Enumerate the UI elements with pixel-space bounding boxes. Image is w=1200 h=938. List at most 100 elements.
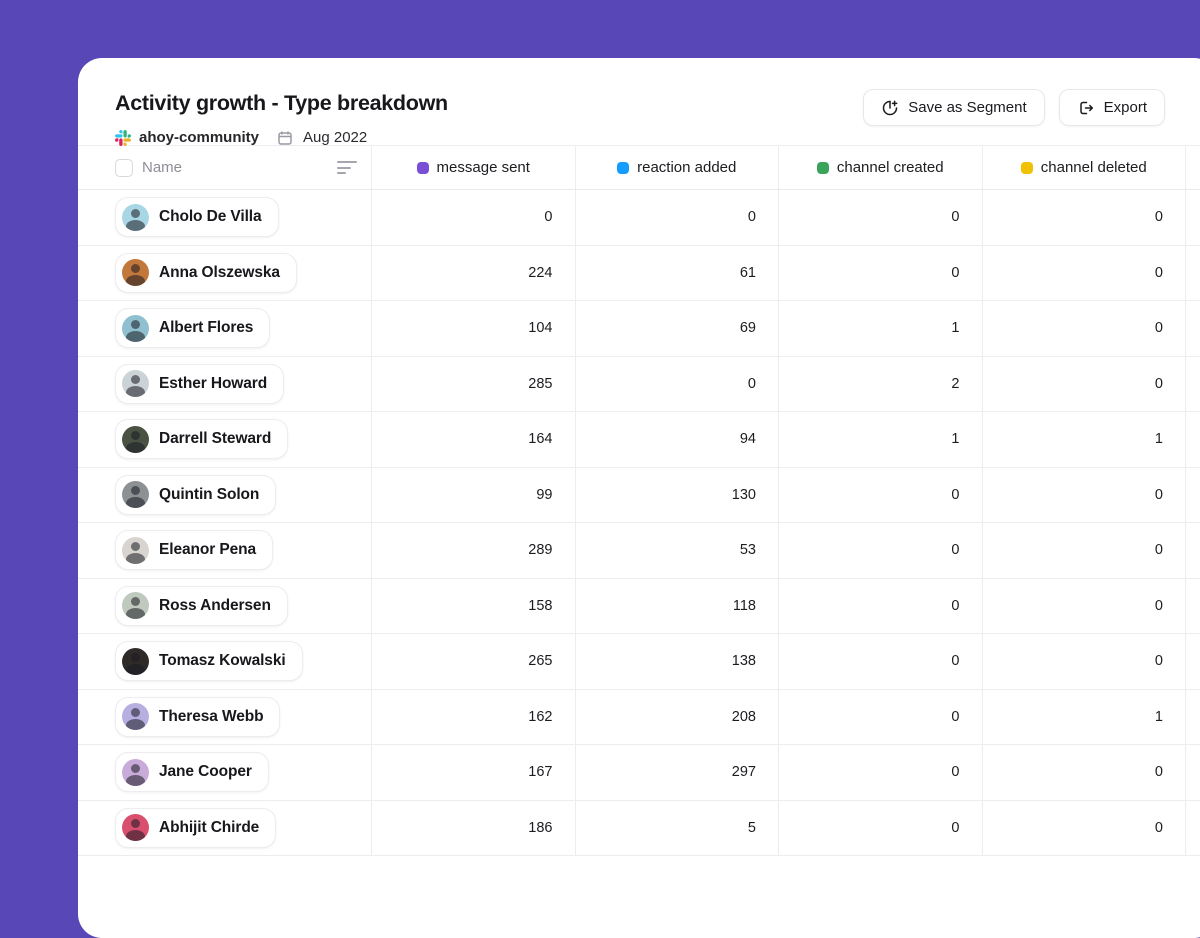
- overflow-cell: [1186, 690, 1200, 745]
- metric-value: 164: [528, 431, 553, 448]
- name-cell: Cholo De Villa: [78, 190, 372, 245]
- reaction-added-legend-dot: [617, 161, 630, 174]
- person-chip[interactable]: Darrell Steward: [115, 419, 289, 460]
- save-as-segment-button[interactable]: Save as Segment: [863, 89, 1045, 126]
- person-name: Abhijit Chirde: [159, 818, 260, 836]
- avatar: [122, 203, 149, 231]
- select-all-checkbox[interactable]: [115, 158, 133, 177]
- person-chip[interactable]: Theresa Webb: [115, 696, 281, 737]
- person-name: Eleanor Pena: [159, 541, 257, 559]
- avatar: [122, 814, 149, 842]
- sort-descending-icon[interactable]: [337, 157, 357, 178]
- header-actions: Save as Segment Export: [863, 89, 1165, 126]
- channel-deleted-cell: 0: [983, 190, 1186, 245]
- metric-value: 99: [536, 486, 553, 503]
- overflow-cell: [1186, 412, 1200, 467]
- message-sent-cell: 186: [372, 800, 576, 855]
- person-chip[interactable]: Cholo De Villa: [115, 197, 279, 238]
- person-name: Quintin Solon: [159, 485, 260, 503]
- metric-value: 0: [1154, 542, 1163, 559]
- metric-value: 0: [951, 764, 960, 781]
- metric-value: 1: [1154, 708, 1163, 725]
- overflow-cell: [1186, 745, 1200, 800]
- avatar: [122, 425, 149, 453]
- metric-value: 1: [951, 320, 960, 337]
- message-sent-cell: 285: [372, 356, 576, 411]
- person-chip[interactable]: Anna Olszewska: [115, 252, 297, 293]
- table-row: Darrell Steward 164 94 1 1: [78, 412, 1200, 468]
- name-cell: Theresa Webb: [78, 689, 372, 744]
- person-chip[interactable]: Abhijit Chirde: [115, 807, 277, 848]
- person-chip[interactable]: Albert Flores: [115, 308, 271, 349]
- table-row: Anna Olszewska 224 61 0 0: [78, 245, 1200, 301]
- metric-value: 0: [747, 209, 756, 226]
- metric-value: 224: [528, 264, 553, 281]
- name-cell: Abhijit Chirde: [78, 800, 372, 855]
- page-background: { "page": { "background_color": "#5847B6…: [78, 58, 1200, 938]
- message-sent-legend-dot: [416, 161, 429, 174]
- metric-value: 297: [731, 764, 756, 781]
- channel-deleted-cell: 0: [983, 800, 1186, 855]
- metric-value: 0: [747, 375, 756, 392]
- message-sent-cell: 289: [372, 523, 576, 578]
- channel-created-legend-dot: [816, 161, 829, 174]
- metric-value: 0: [1154, 320, 1163, 337]
- table-header: Name message sent reaction added channel…: [78, 145, 1200, 190]
- metric-value: 285: [528, 375, 553, 392]
- name-cell: Quintin Solon: [78, 467, 372, 522]
- table-row: Albert Flores 104 69 1 0: [78, 301, 1200, 357]
- dashboard-card: Activity growth - Type breakdown ahoy-co…: [78, 58, 1200, 938]
- name-column-label: Name: [142, 159, 183, 176]
- export-button[interactable]: Export: [1058, 89, 1165, 126]
- name-cell: Eleanor Pena: [78, 523, 372, 578]
- metric-value: 53: [739, 542, 756, 559]
- channel-created-cell: 0: [779, 190, 983, 245]
- person-chip[interactable]: Jane Cooper: [115, 752, 269, 793]
- person-name: Albert Flores: [159, 319, 254, 337]
- column-header-channel-created[interactable]: channel created: [779, 146, 983, 189]
- title-block: Activity growth - Type breakdown ahoy-co…: [115, 91, 448, 146]
- name-cell: Esther Howard: [78, 356, 372, 411]
- name-cell: Darrell Steward: [78, 412, 372, 467]
- message-sent-cell: 167: [372, 745, 576, 800]
- channel-created-cell: 0: [779, 467, 983, 522]
- person-name: Ross Andersen: [159, 596, 271, 614]
- person-name: Tomasz Kowalski: [159, 652, 286, 670]
- column-header-message-sent[interactable]: message sent: [372, 146, 576, 189]
- page-title: Activity growth - Type breakdown: [115, 91, 448, 115]
- table-row: Eleanor Pena 289 53 0 0: [78, 523, 1200, 579]
- metric-value: 186: [528, 819, 553, 836]
- reaction-added-cell: 138: [576, 634, 779, 689]
- person-chip[interactable]: Quintin Solon: [115, 474, 277, 515]
- metric-value: 118: [732, 597, 756, 614]
- metric-value: 265: [528, 653, 553, 670]
- overflow-cell: [1186, 579, 1200, 634]
- period-label: Aug 2022: [303, 129, 368, 146]
- person-chip[interactable]: Esther Howard: [115, 363, 285, 404]
- reaction-added-cell: 130: [576, 467, 779, 522]
- column-header-channel-deleted[interactable]: channel deleted: [983, 146, 1186, 189]
- column-header-reaction-added[interactable]: reaction added: [576, 146, 779, 189]
- message-sent-cell: 0: [372, 190, 576, 245]
- workspace-name: ahoy-community: [139, 129, 260, 146]
- person-chip[interactable]: Ross Andersen: [115, 585, 288, 626]
- name-cell: Anna Olszewska: [78, 245, 372, 300]
- metric-value: 0: [951, 542, 960, 559]
- channel-deleted-cell: 1: [983, 689, 1186, 744]
- channel-deleted-cell: 0: [983, 467, 1186, 522]
- channel-deleted-cell: 0: [983, 523, 1186, 578]
- column-header-overflow: [1186, 146, 1200, 189]
- person-name: Darrell Steward: [159, 430, 272, 448]
- message-sent-cell: 265: [372, 634, 576, 689]
- metric-value: 0: [951, 264, 960, 281]
- column-label: message sent: [436, 159, 530, 176]
- person-chip[interactable]: Tomasz Kowalski: [115, 641, 303, 682]
- metric-value: 2: [951, 375, 960, 392]
- slack-icon: [115, 129, 131, 146]
- table-row: Esther Howard 285 0 2 0: [78, 356, 1200, 412]
- overflow-cell: [1186, 634, 1200, 689]
- person-chip[interactable]: Eleanor Pena: [115, 530, 274, 571]
- metric-value: 0: [1154, 264, 1163, 281]
- table-row: Theresa Webb 162 208 0 1: [78, 689, 1200, 745]
- overflow-cell: [1186, 301, 1200, 356]
